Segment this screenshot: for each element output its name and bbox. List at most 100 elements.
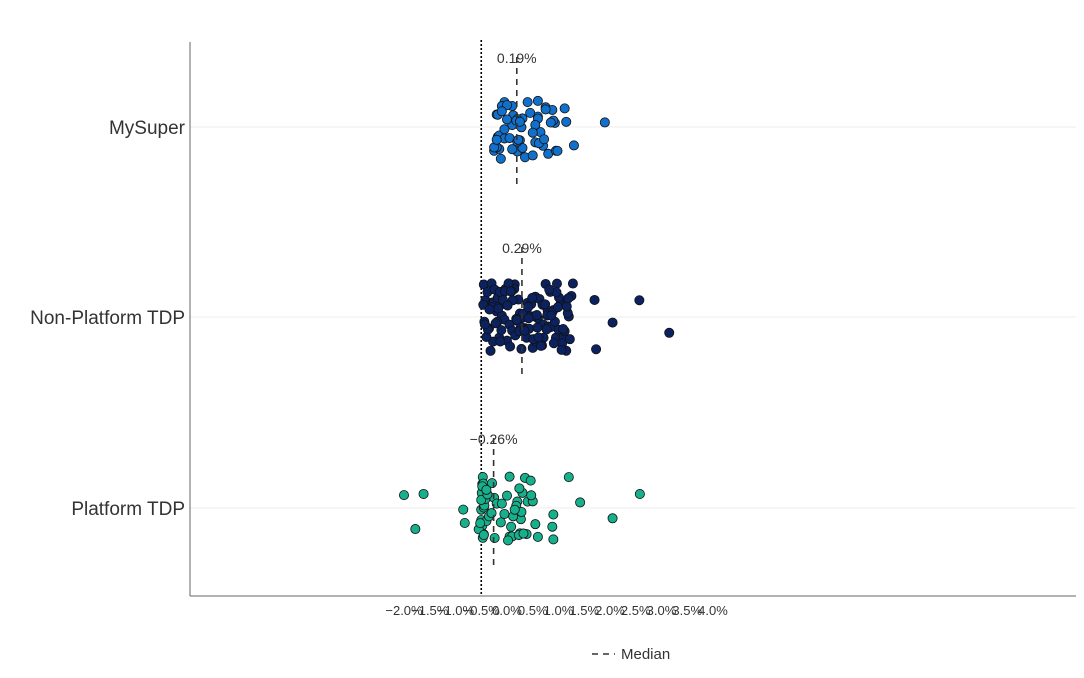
- data-point: [526, 490, 537, 501]
- data-point: [505, 341, 516, 352]
- data-point: [499, 508, 510, 519]
- data-point: [493, 303, 504, 314]
- data-point: [634, 489, 645, 500]
- data-point: [548, 338, 559, 349]
- data-point: [507, 144, 518, 155]
- data-point: [506, 521, 517, 532]
- data-point: [561, 301, 572, 312]
- x-tick-label: 0.5%: [518, 603, 548, 618]
- data-point: [418, 488, 429, 499]
- x-tick-labels: −2.0%−1.5%−1.0%−0.5%0.0%0.5%1.0%1.5%2.0%…: [385, 603, 728, 618]
- grid-layer: [190, 126, 1076, 509]
- x-tick-label: −2.0%: [385, 603, 423, 618]
- data-point: [514, 483, 525, 494]
- x-tick-label: 3.0%: [647, 603, 677, 618]
- axis-layer: [189, 42, 1076, 597]
- data-point: [541, 324, 552, 335]
- x-tick-label: 1.5%: [569, 603, 599, 618]
- data-point: [561, 116, 572, 127]
- data-point: [398, 490, 409, 501]
- data-point: [544, 284, 555, 295]
- data-point: [511, 314, 522, 325]
- data-point: [575, 497, 586, 508]
- data-point: [563, 472, 574, 483]
- data-point: [664, 327, 675, 338]
- data-point: [513, 134, 524, 145]
- data-point: [548, 509, 559, 520]
- data-point: [458, 504, 469, 515]
- data-point: [479, 319, 490, 330]
- data-point: [490, 318, 501, 329]
- median-layer: 0.19% 0.29% −0.26%: [470, 50, 542, 565]
- data-point: [509, 504, 520, 515]
- data-point: [551, 278, 562, 289]
- data-point: [499, 124, 510, 135]
- x-tick-label: 2.0%: [595, 603, 625, 618]
- data-point: [525, 475, 536, 486]
- x-tick-label: −1.0%: [437, 603, 475, 618]
- data-point: [568, 140, 579, 151]
- data-point: [535, 340, 546, 351]
- data-point: [459, 518, 470, 529]
- data-point: [485, 345, 496, 356]
- data-point: [567, 278, 578, 289]
- median-label: 0.29%: [502, 240, 542, 256]
- data-point: [527, 292, 538, 303]
- data-point: [495, 336, 506, 347]
- data-point: [564, 334, 575, 345]
- data-point: [505, 286, 516, 297]
- data-point: [496, 106, 507, 117]
- x-tick-label: −1.5%: [411, 603, 449, 618]
- data-point: [552, 302, 563, 313]
- data-point: [489, 532, 500, 543]
- data-point: [552, 145, 563, 156]
- data-point: [591, 344, 602, 355]
- data-point: [496, 325, 507, 336]
- category-label: MySuper: [109, 118, 186, 139]
- data-point: [599, 117, 610, 128]
- category-label: Non-Platform TDP: [30, 308, 185, 329]
- data-point: [530, 519, 541, 530]
- data-point: [481, 484, 492, 495]
- data-point: [563, 293, 574, 304]
- data-point: [523, 313, 534, 324]
- x-tick-label: 2.5%: [621, 603, 651, 618]
- category-labels: MySuper Non-Platform TDP Platform TDP: [30, 118, 186, 520]
- data-point: [478, 529, 489, 540]
- x-tick-label: 0.0%: [492, 603, 522, 618]
- data-point: [484, 304, 495, 315]
- data-point: [559, 103, 570, 114]
- data-point: [532, 531, 543, 542]
- data-point: [558, 323, 569, 334]
- data-point: [546, 310, 557, 321]
- data-point: [495, 517, 506, 528]
- data-point: [532, 95, 543, 106]
- data-point: [495, 153, 506, 164]
- data-point: [496, 498, 507, 509]
- data-point: [607, 317, 618, 328]
- data-point: [589, 294, 600, 305]
- median-label: 0.19%: [497, 50, 537, 66]
- data-point: [527, 127, 538, 138]
- x-tick-label: 4.0%: [698, 603, 728, 618]
- data-point: [531, 310, 542, 321]
- data-point: [540, 104, 551, 115]
- points-layer: [398, 95, 675, 546]
- data-point: [501, 114, 512, 125]
- data-point: [547, 521, 558, 532]
- data-point: [527, 150, 538, 161]
- data-point: [634, 295, 645, 306]
- data-point: [607, 513, 618, 524]
- data-point: [410, 524, 421, 535]
- data-point: [533, 332, 544, 343]
- data-point: [540, 299, 551, 310]
- data-point: [523, 302, 534, 313]
- legend-median-label: Median: [621, 646, 670, 663]
- data-point: [504, 471, 515, 482]
- data-point: [522, 97, 533, 108]
- data-point: [539, 134, 550, 145]
- data-point: [548, 534, 559, 545]
- category-label: Platform TDP: [71, 499, 185, 520]
- data-point: [525, 107, 536, 118]
